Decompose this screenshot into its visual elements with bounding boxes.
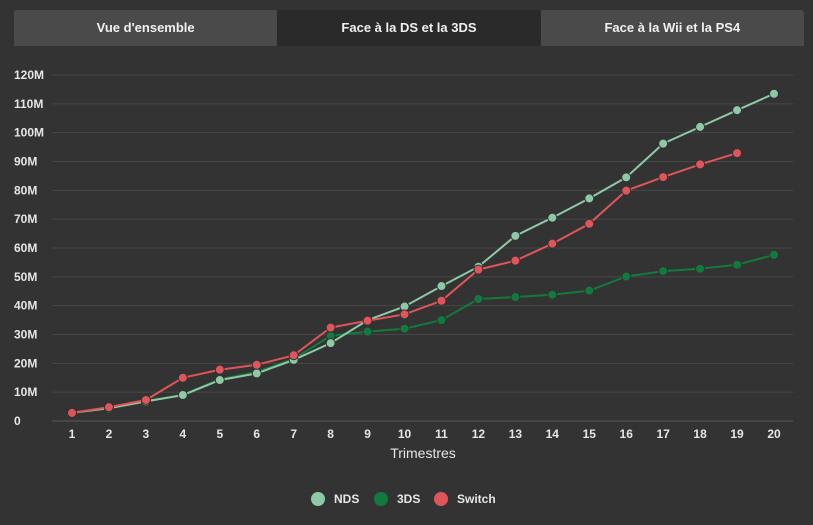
data-point-3ds[interactable] — [732, 259, 743, 270]
data-point-switch[interactable] — [473, 264, 484, 275]
x-tick-label: 9 — [364, 427, 371, 441]
x-tick-label: 7 — [290, 427, 297, 441]
x-tick-label: 1 — [69, 427, 76, 441]
data-point-3ds[interactable] — [362, 326, 373, 337]
y-tick-label: 90M — [14, 155, 37, 169]
x-tick-label: 15 — [583, 427, 597, 441]
x-tick-label: 5 — [216, 427, 223, 441]
y-tick-label: 110M — [14, 97, 43, 111]
data-point-3ds[interactable] — [584, 285, 595, 296]
tab-2[interactable]: Face à la DS et la 3DS — [277, 10, 541, 46]
data-point-switch[interactable] — [177, 372, 188, 383]
legend-item-3ds[interactable]: 3DS — [374, 492, 420, 506]
data-point-nds[interactable] — [547, 212, 558, 223]
series-line-switch — [71, 152, 738, 414]
x-tick-label: 20 — [767, 427, 781, 441]
tab-3[interactable]: Face à la Wii et la PS4 — [540, 10, 804, 46]
data-point-3ds[interactable] — [399, 323, 410, 334]
x-tick-label: 6 — [253, 427, 260, 441]
data-point-switch[interactable] — [621, 185, 632, 196]
y-tick-label: 40M — [14, 299, 37, 313]
data-point-switch[interactable] — [140, 394, 151, 405]
data-point-nds[interactable] — [251, 368, 262, 379]
legend-label: Switch — [457, 492, 496, 506]
data-point-nds[interactable] — [436, 281, 447, 292]
data-point-3ds[interactable] — [769, 249, 779, 260]
data-point-nds[interactable] — [214, 375, 225, 386]
data-point-nds[interactable] — [325, 338, 336, 349]
series-line-nds — [71, 92, 775, 414]
data-point-nds[interactable] — [584, 193, 595, 204]
data-point-switch[interactable] — [510, 255, 521, 266]
x-tick-label: 16 — [620, 427, 634, 441]
data-point-switch[interactable] — [584, 218, 595, 229]
series-nds — [67, 88, 779, 418]
data-point-3ds[interactable] — [436, 315, 447, 326]
legend-marker — [311, 492, 325, 506]
data-point-switch[interactable] — [362, 315, 373, 326]
series-line-3ds — [71, 253, 775, 414]
data-point-3ds[interactable] — [695, 263, 706, 274]
legend-item-nds[interactable]: NDS — [311, 492, 359, 506]
data-point-3ds[interactable] — [473, 294, 484, 305]
data-point-switch[interactable] — [695, 159, 706, 170]
x-tick-label: 19 — [730, 427, 744, 441]
x-tick-label: 10 — [398, 427, 412, 441]
y-tick-label: 60M — [14, 241, 37, 255]
data-point-switch[interactable] — [658, 172, 669, 183]
data-point-3ds[interactable] — [658, 266, 669, 277]
y-tick-label: 20M — [14, 356, 37, 370]
data-point-switch[interactable] — [67, 407, 77, 418]
legend-label: 3DS — [397, 492, 420, 506]
x-axis-title: Trimestres — [390, 445, 456, 461]
y-tick-label: 80M — [14, 183, 37, 197]
x-tick-label: 13 — [509, 427, 523, 441]
y-tick-label: 30M — [14, 328, 37, 342]
data-point-3ds[interactable] — [547, 289, 558, 300]
data-point-nds[interactable] — [510, 230, 521, 241]
x-tick-label: 4 — [179, 427, 186, 441]
x-tick-label: 3 — [143, 427, 150, 441]
x-tick-label: 14 — [546, 427, 560, 441]
data-point-nds[interactable] — [621, 172, 632, 183]
data-point-nds[interactable] — [769, 88, 779, 99]
data-point-nds[interactable] — [177, 390, 188, 401]
data-point-switch[interactable] — [732, 148, 743, 159]
y-tick-label: 70M — [14, 212, 37, 226]
x-tick-label: 18 — [693, 427, 707, 441]
legend-item-switch[interactable]: Switch — [434, 492, 496, 506]
data-point-switch[interactable] — [547, 238, 558, 249]
data-point-switch[interactable] — [103, 402, 114, 413]
data-point-switch[interactable] — [214, 364, 225, 375]
data-point-switch[interactable] — [436, 295, 447, 306]
legend-marker — [374, 492, 388, 506]
data-point-3ds[interactable] — [510, 292, 521, 303]
y-tick-label: 50M — [14, 270, 37, 284]
tab-bar: Vue d'ensemble Face à la DS et la 3DS Face… — [14, 10, 804, 46]
x-tick-label: 12 — [472, 427, 486, 441]
data-point-nds[interactable] — [732, 105, 743, 116]
y-tick-label: 0 — [14, 414, 21, 428]
data-point-nds[interactable] — [695, 121, 706, 132]
data-point-switch[interactable] — [325, 322, 336, 333]
legend-marker — [434, 492, 448, 506]
series-switch — [67, 148, 743, 418]
x-tick-label: 2 — [106, 427, 113, 441]
x-tick-label: 11 — [435, 427, 448, 441]
data-point-nds[interactable] — [658, 138, 669, 149]
y-tick-label: 10M — [14, 385, 37, 399]
data-point-3ds[interactable] — [621, 271, 632, 282]
tab-1[interactable]: Vue d'ensemble — [14, 10, 278, 46]
data-point-switch[interactable] — [251, 359, 262, 370]
y-tick-label: 100M — [14, 126, 44, 140]
data-point-switch[interactable] — [288, 350, 299, 361]
x-tick-label: 8 — [327, 427, 334, 441]
data-point-switch[interactable] — [399, 309, 410, 320]
x-tick-label: 17 — [656, 427, 670, 441]
y-tick-label: 120M — [14, 68, 44, 82]
legend-label: NDS — [334, 492, 359, 506]
